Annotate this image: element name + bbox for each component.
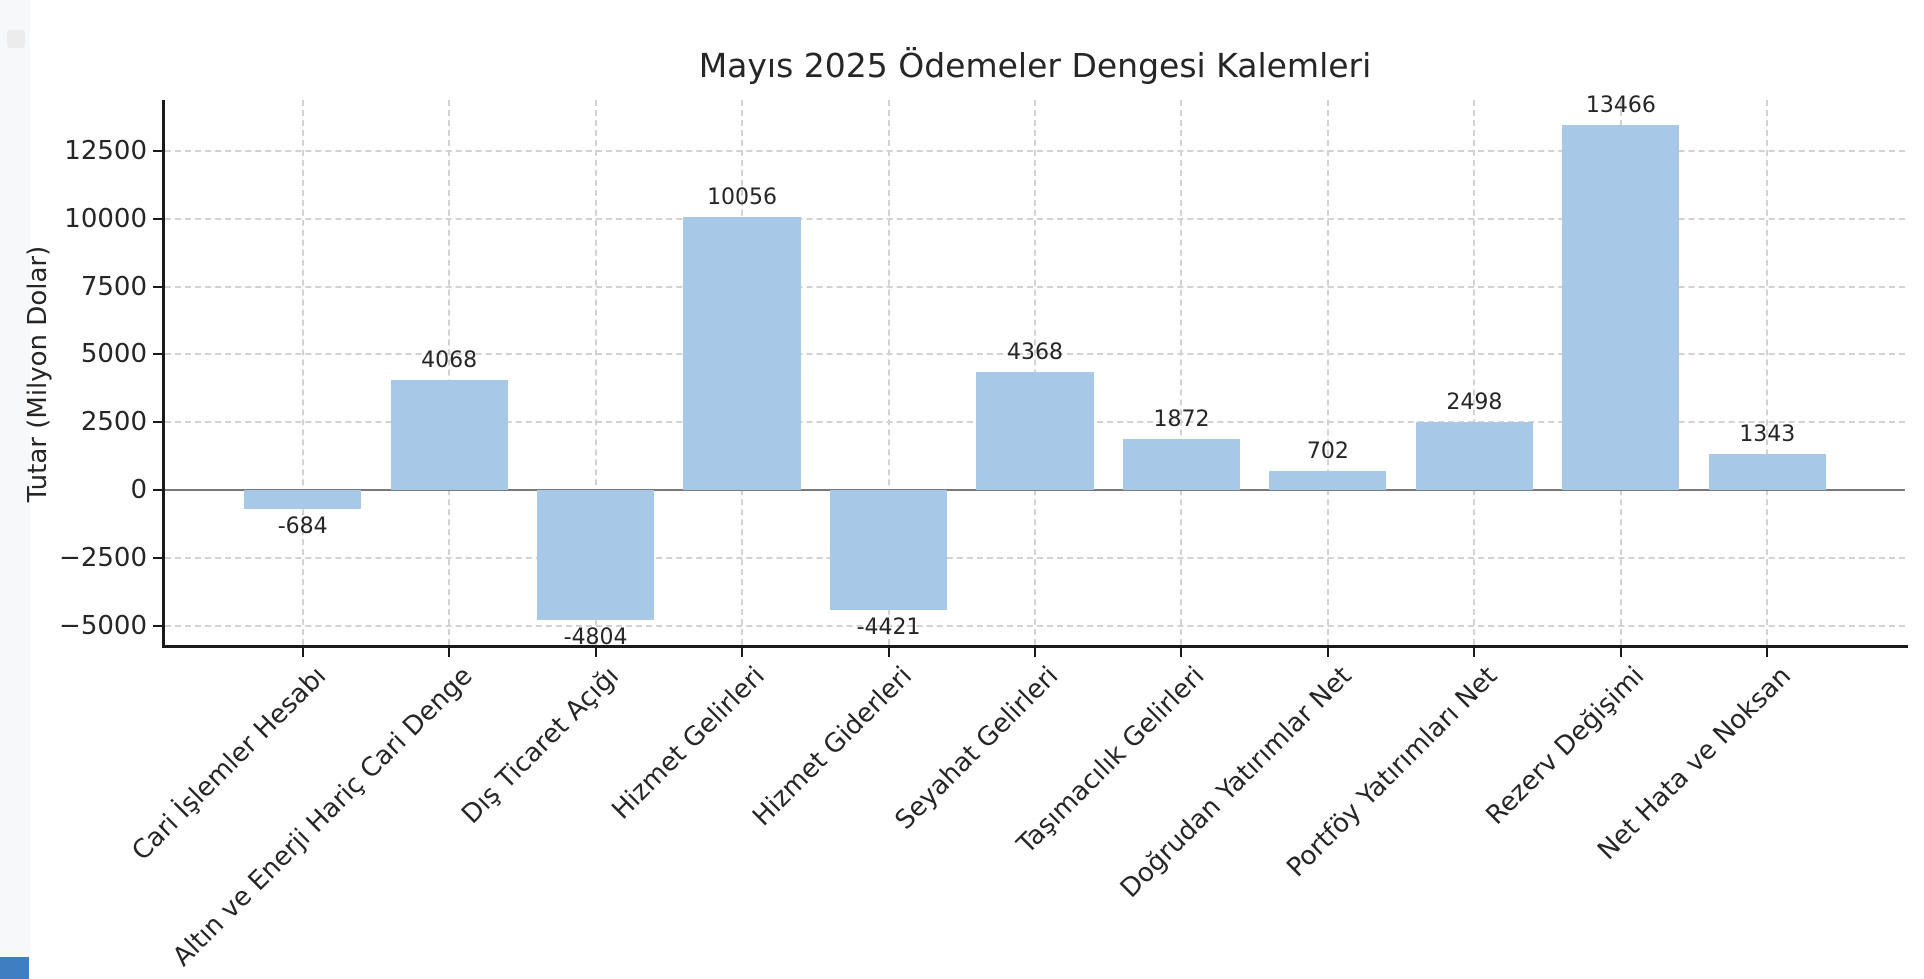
y-tick-mark [153, 624, 162, 627]
x-gridline [594, 100, 597, 645]
bar [1269, 470, 1387, 490]
zero-line [165, 488, 1905, 491]
y-tick-mark [153, 285, 162, 288]
bar-value-label: 4068 [421, 347, 478, 373]
x-tick-label: Doğrudan Yatırımlar Net [1114, 661, 1358, 904]
bar [1122, 439, 1241, 490]
x-tick-mark [301, 648, 304, 657]
bar [1708, 453, 1826, 490]
y-tick-mark [153, 353, 162, 356]
bar-value-label: 4368 [1007, 339, 1063, 365]
y-tick-label: 0 [130, 474, 147, 505]
bar [1562, 124, 1680, 490]
x-tick-mark [1766, 648, 1769, 657]
x-tick-mark [1473, 648, 1476, 657]
x-tick-label: Dış Ticaret Açığı [456, 661, 625, 830]
left-spine [162, 100, 165, 648]
bar-value-label: 10056 [707, 185, 778, 211]
x-gridline [1180, 100, 1183, 645]
y-tick-mark [153, 556, 162, 559]
x-gridline [1326, 100, 1329, 645]
y-tick-mark [153, 217, 162, 220]
y-tick-label: 2500 [80, 407, 147, 438]
x-tick-mark [594, 648, 597, 657]
notebook-margin-strip [0, 0, 30, 979]
y-tick-mark [153, 488, 162, 491]
y-tick-label: 12500 [64, 135, 147, 166]
y-tick-label: 5000 [80, 339, 147, 370]
cell-indicator[interactable] [0, 957, 29, 979]
bar [1415, 422, 1533, 490]
x-gridline [1766, 100, 1769, 645]
y-tick-label: −5000 [59, 610, 147, 641]
x-tick-mark [1619, 648, 1622, 657]
x-tick-mark [741, 648, 744, 657]
x-gridline [448, 100, 451, 645]
x-tick-mark [1180, 648, 1183, 657]
y-tick-label: 7500 [80, 271, 147, 302]
y-tick-mark [153, 421, 162, 424]
bar-value-label: 1872 [1153, 407, 1210, 433]
y-axis-label: Tutar (Milyon Dolar) [23, 245, 53, 503]
x-tick-mark [448, 648, 451, 657]
bottom-spine [162, 645, 1908, 648]
bar-value-label: -4421 [856, 614, 921, 640]
bar-value-label: -684 [277, 513, 328, 539]
y-tick-mark [153, 149, 162, 152]
y-tick-label: 10000 [64, 203, 147, 234]
x-tick-label: Rezerv Değişimi [1480, 661, 1651, 831]
x-tick-mark [887, 648, 890, 657]
x-gridline [887, 100, 890, 645]
plot-area: -684 4068 -4804 10056 -4421 4368 1872 702 2498 13… [59, 93, 1908, 972]
x-gridline [1473, 100, 1476, 645]
bar [537, 489, 655, 621]
bar-value-label: 1343 [1739, 421, 1796, 447]
bar [683, 217, 801, 490]
x-gridline [301, 100, 304, 645]
bar [244, 489, 362, 509]
x-tick-label: Hizmet Gelirleri [606, 661, 772, 826]
x-tick-label: Seyahat Gelirleri [889, 661, 1065, 836]
bar-value-label: 2498 [1446, 390, 1503, 416]
bar-value-label: 13466 [1585, 92, 1656, 118]
bar [976, 371, 1094, 490]
chart-title: Mayıs 2025 Ödemeler Dengesi Kalemleri [698, 46, 1372, 85]
cell-marker [7, 30, 25, 48]
x-tick-label: Hizmet Giderleri [746, 661, 918, 833]
x-tick-label: Altın ve Enerji Hariç Cari Denge [166, 661, 479, 973]
x-tick-mark [1034, 648, 1036, 657]
bar [829, 489, 948, 610]
bar [390, 379, 508, 490]
x-tick-mark [1326, 648, 1329, 657]
y-tick-label: −2500 [59, 542, 147, 573]
bar-value-label: 702 [1306, 438, 1349, 464]
